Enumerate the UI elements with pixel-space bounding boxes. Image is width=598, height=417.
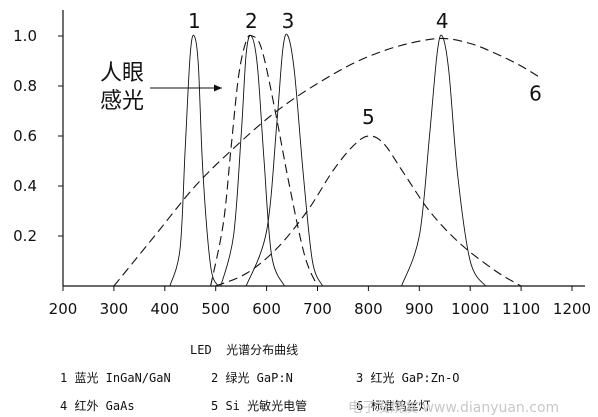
legend-item: 3 红光 GaP:Zn-O <box>356 370 459 385</box>
legend-item: 6 标准钨丝灯 <box>356 398 430 413</box>
watermark: 电子发烧友 www.dianyuan.com <box>348 400 559 416</box>
x-tick-label: 200 <box>49 300 78 318</box>
series-label: 1 <box>188 9 201 33</box>
legend-item: 5 Si 光敏光电管 <box>211 398 307 413</box>
axes <box>62 10 585 287</box>
x-tick-label: 1000 <box>451 300 489 318</box>
x-tick-label: 700 <box>303 300 332 318</box>
series-line <box>215 135 522 287</box>
y-tick-label: 0.4 <box>13 177 37 195</box>
series-label: 3 <box>282 9 295 33</box>
legend-item: 1 蓝光 InGaN/GaN <box>60 371 171 385</box>
series-line <box>169 34 219 287</box>
x-tick-label: 300 <box>100 300 129 318</box>
x-tick-label: 800 <box>354 300 383 318</box>
y-tick-label: 0.2 <box>13 227 37 245</box>
y-tick-label: 1.0 <box>13 27 37 45</box>
legend-item: 4 红外 GaAs <box>60 398 135 413</box>
x-tick-label: 900 <box>405 300 434 318</box>
legend: 1 蓝光 InGaN/GaN 2 绿光 GaP:N 3 红光 GaP:Zn-O 4 红… <box>60 370 459 413</box>
series-label: 2 <box>245 9 258 33</box>
ticks: 200 300 400 500 600 700 800 900 1000 1100 1200 0.2 0… <box>13 27 591 318</box>
series-line <box>113 37 542 287</box>
curves <box>113 33 542 287</box>
series-line <box>210 34 319 287</box>
x-tick-label: 1100 <box>502 300 540 318</box>
series-line <box>401 34 486 287</box>
x-tick-label: 1200 <box>553 300 591 318</box>
series-line <box>245 33 324 287</box>
x-tick-label: 600 <box>252 300 281 318</box>
eye-arrow-head <box>214 84 222 92</box>
x-tick-label: 500 <box>201 300 230 318</box>
series-label: 5 <box>362 105 375 129</box>
curve-labels: 1 2 3 456 <box>188 9 542 129</box>
y-tick-label: 0.6 <box>13 127 37 145</box>
series-label: 6 <box>529 82 542 106</box>
eye-label-line2: 感光 <box>100 89 144 114</box>
legend-item: 2 绿光 GaP:N <box>211 370 293 385</box>
series-label: 4 <box>436 9 449 33</box>
x-tick-label: 400 <box>150 300 179 318</box>
chart-title: LED 光谱分布曲线 <box>190 343 298 357</box>
y-tick-label: 0.8 <box>13 77 37 95</box>
eye-label-line1: 人眼 <box>100 61 144 86</box>
